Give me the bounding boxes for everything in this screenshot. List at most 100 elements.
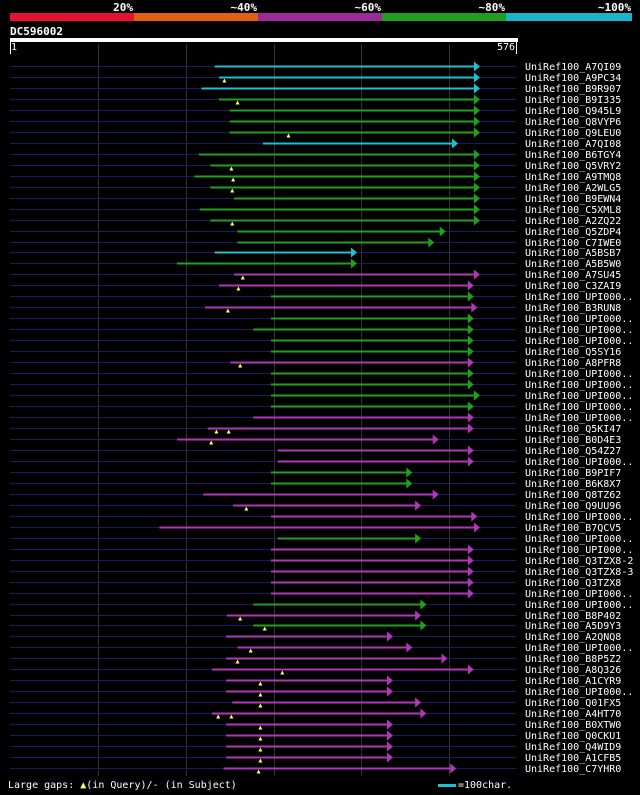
hit-row[interactable]: UniRef100_UPI000.. (10, 544, 633, 557)
hit-label[interactable]: UniRef100_B8P402 (525, 611, 621, 622)
hit-row[interactable]: UniRef100_UPI000.. (10, 324, 633, 337)
hit-row[interactable]: UniRef100_B9I335 (10, 94, 621, 107)
hit-label[interactable]: UniRef100_B6TGY4 (525, 150, 621, 161)
hit-row[interactable]: UniRef100_B9EWN4 (10, 193, 621, 206)
hit-row[interactable]: UniRef100_C7YHR0 (10, 763, 621, 776)
hit-row[interactable]: UniRef100_B6K8X7 (10, 478, 621, 491)
hit-label[interactable]: UniRef100_UPI000.. (525, 336, 633, 347)
hit-row[interactable]: UniRef100_Q54Z27 (10, 445, 621, 458)
hit-label[interactable]: UniRef100_UPI000.. (525, 687, 633, 698)
hit-row[interactable]: UniRef100_Q9LEU0 (10, 127, 621, 140)
hit-row[interactable]: UniRef100_Q01FX5 (10, 697, 621, 710)
hit-row[interactable]: UniRef100_UPI000.. (10, 313, 633, 326)
hit-label[interactable]: UniRef100_C3ZAI9 (525, 281, 621, 292)
hit-row[interactable]: UniRef100_Q9UU96 (10, 500, 621, 513)
hit-row[interactable]: UniRef100_Q0CKU1 (10, 730, 621, 743)
hit-row[interactable]: UniRef100_Q5VRY2 (10, 160, 621, 173)
hit-row[interactable]: UniRef100_A8PFR8 (10, 357, 621, 370)
hit-label[interactable]: UniRef100_Q9UU96 (525, 501, 621, 512)
hit-label[interactable]: UniRef100_C7YHR0 (525, 764, 621, 775)
hit-label[interactable]: UniRef100_UPI000.. (525, 457, 633, 468)
hit-label[interactable]: UniRef100_Q01FX5 (525, 698, 621, 709)
hit-label[interactable]: UniRef100_B7QCV5 (525, 523, 621, 534)
hit-row[interactable]: UniRef100_B3RUN8 (10, 302, 621, 315)
hit-row[interactable]: UniRef100_C7IWE0 (10, 237, 621, 250)
hit-label[interactable]: UniRef100_A5B5W0 (525, 259, 621, 270)
hit-label[interactable]: UniRef100_B9EWN4 (525, 194, 621, 205)
hit-row[interactable]: UniRef100_UPI000.. (10, 599, 633, 612)
hit-label[interactable]: UniRef100_B9PIF7 (525, 468, 621, 479)
hit-label[interactable]: UniRef100_B8P5Z2 (525, 654, 621, 665)
hit-row[interactable]: UniRef100_Q5SY16 (10, 346, 621, 359)
hit-row[interactable]: UniRef100_Q8VYP6 (10, 116, 621, 129)
hit-label[interactable]: UniRef100_Q4WID9 (525, 742, 621, 753)
hit-row[interactable]: UniRef100_A7QI08 (10, 138, 621, 151)
hit-label[interactable]: UniRef100_A1CFB5 (525, 753, 621, 764)
hit-label[interactable]: UniRef100_Q3TZX8 (525, 578, 621, 589)
hit-row[interactable]: UniRef100_Q4WID9 (10, 741, 621, 754)
hit-label[interactable]: UniRef100_B6K8X7 (525, 479, 621, 490)
hit-label[interactable]: UniRef100_A7QI08 (525, 139, 621, 150)
hit-label[interactable]: UniRef100_A7SU45 (525, 270, 621, 281)
hit-label[interactable]: UniRef100_A8PFR8 (525, 358, 621, 369)
hit-row[interactable]: UniRef100_B0XTW0 (10, 719, 621, 732)
hit-row[interactable]: UniRef100_UPI000.. (10, 412, 633, 425)
hit-row[interactable]: UniRef100_A7QI09 (10, 61, 621, 74)
hit-label[interactable]: UniRef100_A5D9Y3 (525, 621, 621, 632)
hit-row[interactable]: UniRef100_Q3TZX8-2 (10, 555, 633, 568)
hit-label[interactable]: UniRef100_Q3TZX8-3 (525, 567, 633, 578)
hit-label[interactable]: UniRef100_A1CYR9 (525, 676, 621, 687)
hit-label[interactable]: UniRef100_C7IWE0 (525, 238, 621, 249)
hit-label[interactable]: UniRef100_UPI000.. (525, 369, 633, 380)
hit-label[interactable]: UniRef100_UPI000.. (525, 534, 633, 545)
hit-label[interactable]: UniRef100_UPI000.. (525, 325, 633, 336)
hit-label[interactable]: UniRef100_A2ZQ22 (525, 216, 621, 227)
hit-row[interactable]: UniRef100_C3ZAI9 (10, 280, 621, 293)
hit-label[interactable]: UniRef100_Q0CKU1 (525, 731, 621, 742)
hit-label[interactable]: UniRef100_UPI000.. (525, 545, 633, 556)
hit-label[interactable]: UniRef100_UPI000.. (525, 402, 633, 413)
hit-row[interactable]: UniRef100_UPI000.. (10, 390, 633, 403)
hit-label[interactable]: UniRef100_Q8TZ62 (525, 490, 621, 501)
hit-row[interactable]: UniRef100_B8P402 (10, 610, 621, 623)
hit-label[interactable]: UniRef100_A4HT70 (525, 709, 621, 720)
hit-row[interactable]: UniRef100_Q5ZDP4 (10, 226, 621, 239)
hit-row[interactable]: UniRef100_B6TGY4 (10, 149, 621, 162)
hit-label[interactable]: UniRef100_B9R907 (525, 84, 621, 95)
hit-label[interactable]: UniRef100_UPI000.. (525, 512, 633, 523)
hit-label[interactable]: UniRef100_C5XML8 (525, 205, 621, 216)
hit-row[interactable]: UniRef100_A2ZQ22 (10, 215, 621, 228)
hit-row[interactable]: UniRef100_UPI000.. (10, 456, 633, 469)
hit-label[interactable]: UniRef100_Q54Z27 (525, 446, 621, 457)
hit-row[interactable]: UniRef100_A9TMQ8 (10, 171, 621, 184)
hit-row[interactable]: UniRef100_Q3TZX8 (10, 577, 621, 590)
hit-label[interactable]: UniRef100_UPI000.. (525, 380, 633, 391)
hit-row[interactable]: UniRef100_UPI000.. (10, 368, 633, 381)
hit-label[interactable]: UniRef100_A2WLG5 (525, 183, 621, 194)
hit-row[interactable]: UniRef100_UPI000.. (10, 291, 633, 304)
hit-row[interactable]: UniRef100_B9PIF7 (10, 467, 621, 480)
hit-label[interactable]: UniRef100_UPI000.. (525, 643, 633, 654)
hit-row[interactable]: UniRef100_C5XML8 (10, 204, 621, 217)
hit-row[interactable]: UniRef100_B9R907 (10, 83, 621, 96)
hit-row[interactable]: UniRef100_Q5KI47 (10, 423, 621, 436)
hit-label[interactable]: UniRef100_UPI000.. (525, 391, 633, 402)
hit-label[interactable]: UniRef100_B0D4E3 (525, 435, 621, 446)
hit-row[interactable]: UniRef100_A5BSB7 (10, 247, 621, 260)
hit-row[interactable]: UniRef100_A1CFB5 (10, 752, 621, 765)
hit-row[interactable]: UniRef100_A5B5W0 (10, 258, 621, 271)
hit-row[interactable]: UniRef100_B8P5Z2 (10, 653, 621, 666)
hit-row[interactable]: UniRef100_A1CYR9 (10, 675, 621, 688)
hit-row[interactable]: UniRef100_Q8TZ62 (10, 489, 621, 502)
hit-row[interactable]: UniRef100_UPI000.. (10, 686, 633, 699)
hit-row[interactable]: UniRef100_Q945L9 (10, 105, 621, 118)
hit-label[interactable]: UniRef100_B9I335 (525, 95, 621, 106)
hit-row[interactable]: UniRef100_B0D4E3 (10, 434, 621, 447)
hit-label[interactable]: UniRef100_UPI000.. (525, 589, 633, 600)
hit-row[interactable]: UniRef100_UPI000.. (10, 642, 633, 655)
hit-label[interactable]: UniRef100_Q8VYP6 (525, 117, 621, 128)
hit-label[interactable]: UniRef100_B0XTW0 (525, 720, 621, 731)
hit-row[interactable]: UniRef100_Q3TZX8-3 (10, 566, 633, 579)
hit-row[interactable]: UniRef100_A2QNQ8 (10, 631, 621, 644)
hit-label[interactable]: UniRef100_Q945L9 (525, 106, 621, 117)
